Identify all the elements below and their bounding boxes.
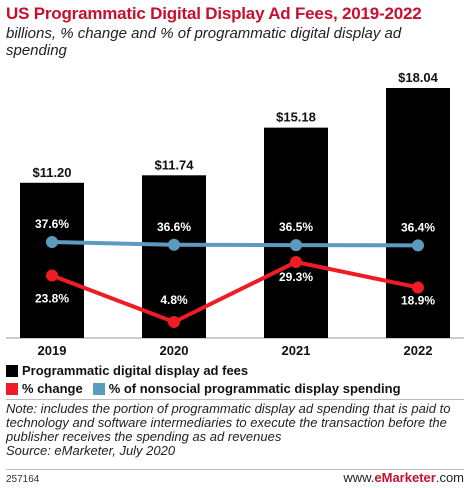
brand-logo: www.eMarketer.com: [343, 470, 464, 485]
note-divider: [6, 399, 464, 400]
bar-2019: [20, 182, 84, 338]
change-value-label: 23.8%: [35, 291, 69, 305]
legend-label-bars: Programmatic digital display ad fees: [22, 363, 249, 378]
share-point: [168, 238, 180, 251]
change-point: [168, 316, 180, 328]
legend-swatch-bars: [6, 364, 18, 377]
legend-label-share: % of nonsocial programmatic display spen…: [108, 381, 401, 396]
bar-value-label: $11.20: [32, 165, 71, 180]
chart-title: US Programmatic Digital Display Ad Fees,…: [6, 4, 422, 23]
note-text: Note: includes the portion of programmat…: [6, 401, 451, 444]
change-line: [51, 259, 419, 325]
bar-2022: [386, 88, 450, 338]
brand-suffix: .com: [435, 470, 464, 485]
chart: $11.20 2019 $11.74 2020 $15.18 2021 $18.04 2022…: [6, 70, 464, 358]
share-value-label: 36.5%: [279, 220, 313, 234]
chart-id: 257164: [6, 474, 40, 485]
share-value-label: 36.6%: [157, 220, 191, 234]
x-tick-label: 2022: [404, 343, 433, 358]
x-tick-label: 2019: [38, 343, 67, 358]
bar-value-label: $18.04: [398, 70, 439, 85]
bar-2021: [264, 127, 328, 338]
chart-note: Note: includes the portion of programmat…: [6, 402, 466, 458]
share-value-label: 36.4%: [401, 220, 435, 234]
source-text: Source: eMarketer, July 2020: [6, 443, 176, 458]
footer-divider: [6, 469, 464, 470]
legend-row-lines: % change % of nonsocial programmatic dis…: [6, 381, 401, 396]
change-value-label: 29.3%: [279, 270, 313, 284]
legend-label-change: % change: [22, 381, 83, 396]
share-line: [51, 240, 419, 248]
brand-name: eMarketer: [374, 470, 436, 485]
x-tick-label: 2020: [160, 343, 189, 358]
share-value-label: 37.6%: [35, 217, 69, 231]
brand-prefix: www.: [343, 470, 375, 485]
legend-row-bars: Programmatic digital display ad fees: [6, 363, 248, 378]
chart-subtitle: billions, % change and % of programmatic…: [6, 25, 402, 59]
share-point: [46, 236, 58, 248]
change-point: [290, 256, 302, 268]
bar-value-label: $15.18: [276, 110, 316, 125]
x-tick-label: 2021: [282, 343, 311, 358]
bar-value-label: $11.74: [154, 157, 194, 172]
share-point: [412, 239, 424, 252]
legend-swatch-share: [92, 382, 105, 395]
legend-swatch-change: [6, 382, 18, 395]
change-value-label: 18.9%: [401, 293, 435, 307]
change-point: [412, 281, 424, 294]
change-value-label: 4.8%: [160, 293, 188, 307]
share-point: [290, 239, 302, 252]
change-point: [46, 269, 58, 282]
